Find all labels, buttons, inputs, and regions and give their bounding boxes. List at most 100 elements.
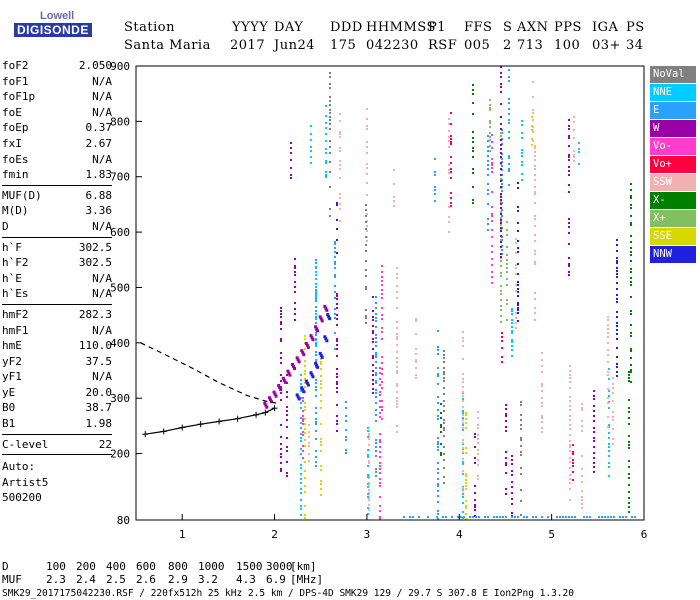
echo-dot — [505, 472, 507, 474]
echo-dot — [573, 154, 575, 156]
echo-dot — [465, 513, 467, 515]
trace-point-trace-o — [287, 371, 291, 375]
param-name: B0 — [2, 401, 16, 415]
echo-dot — [630, 251, 632, 253]
trace-point-trace-o — [293, 366, 297, 370]
echo-dot — [500, 207, 502, 209]
echo-dot — [367, 483, 369, 485]
param-row: foF2 2.050 — [2, 58, 112, 74]
echo-dot — [325, 176, 327, 178]
echo-dot — [280, 357, 282, 359]
echo-dot — [334, 263, 336, 265]
echo-dot — [365, 204, 367, 206]
echo-dot — [437, 472, 439, 474]
echo-dot — [462, 417, 464, 419]
echo-dot — [375, 468, 377, 470]
echo-dot — [367, 476, 369, 478]
param-value: 302.5 — [78, 256, 112, 270]
echo-dot — [443, 367, 445, 369]
echo-dot — [381, 387, 383, 389]
echo-dot — [365, 228, 367, 230]
echo-dot — [462, 419, 464, 421]
echo-dot — [379, 439, 381, 441]
echo-dot — [329, 128, 331, 130]
echo-dot — [367, 513, 369, 515]
echo-dot — [474, 504, 476, 506]
echo-dot — [294, 281, 296, 283]
echo-dot — [472, 102, 474, 104]
echo-dot — [502, 516, 504, 518]
echo-dot — [443, 380, 445, 382]
echo-dot — [315, 289, 317, 291]
echo-dot — [616, 329, 618, 331]
echo-dot — [286, 461, 288, 463]
echo-dot — [607, 342, 609, 344]
echo-dot — [294, 319, 296, 321]
header-label-10: IGA — [592, 20, 619, 35]
echo-dot — [379, 462, 381, 464]
echo-dot — [581, 481, 583, 483]
echo-dot — [630, 310, 632, 312]
param-name: hmE — [2, 339, 22, 353]
trace-point-trace-x — [314, 361, 318, 365]
echo-dot — [367, 436, 369, 438]
echo-dot — [619, 516, 621, 518]
echo-dot — [345, 415, 347, 417]
echo-dot — [593, 420, 595, 422]
echo-dot — [300, 488, 302, 490]
echo-dot — [315, 262, 317, 264]
echo-dot — [500, 227, 502, 229]
echo-dot — [379, 518, 381, 520]
echo-dot — [375, 296, 377, 298]
echo-dot — [465, 427, 467, 429]
echo-dot — [616, 288, 618, 290]
echo-dot — [396, 425, 398, 427]
echo-dot — [581, 490, 583, 492]
echo-dot — [368, 433, 370, 435]
echo-dot — [572, 453, 574, 455]
echo-dot — [608, 437, 610, 439]
echo-dot — [534, 307, 536, 309]
echo-dot — [381, 297, 383, 299]
echo-dot — [336, 340, 338, 342]
echo-dot — [521, 173, 523, 175]
echo-dot — [569, 374, 571, 376]
echo-dot — [487, 164, 489, 166]
echo-dot — [315, 418, 317, 420]
echo-dot — [520, 467, 522, 469]
param-name: foEs — [2, 152, 29, 166]
echo-dot — [336, 318, 338, 320]
echo-dot — [505, 516, 507, 518]
echo-dot — [339, 208, 341, 210]
echo-dot — [320, 441, 322, 443]
echo-dot — [368, 460, 370, 462]
echo-dot — [517, 247, 519, 249]
echo-dot — [500, 256, 502, 258]
echo-dot — [581, 496, 583, 498]
legend-item-nnw: NNW — [650, 246, 696, 263]
echo-dot — [365, 209, 367, 211]
echo-dot — [534, 179, 536, 181]
echo-dot — [462, 340, 464, 342]
echo-dot — [381, 314, 383, 316]
param-name: foF1p — [2, 90, 36, 104]
echo-dot — [315, 274, 317, 276]
echo-dot — [325, 122, 327, 124]
echo-dot — [280, 310, 282, 312]
echo-dot — [448, 231, 450, 233]
echo-dot — [511, 486, 513, 488]
echo-dot — [434, 158, 436, 160]
echo-dot — [508, 119, 510, 121]
echo-dot — [437, 495, 439, 497]
echo-dot — [572, 462, 574, 464]
param-row: yF2 37.5 — [2, 354, 112, 370]
echo-dot — [396, 397, 398, 399]
echo-dot — [329, 87, 331, 89]
trace-point-trace-x — [311, 375, 315, 379]
echo-dot — [315, 295, 317, 297]
param-name: fxI — [2, 136, 22, 150]
echo-dot — [462, 487, 464, 489]
echo-dot — [366, 152, 368, 154]
echo-dot — [568, 135, 570, 137]
echo-dot — [500, 156, 502, 158]
